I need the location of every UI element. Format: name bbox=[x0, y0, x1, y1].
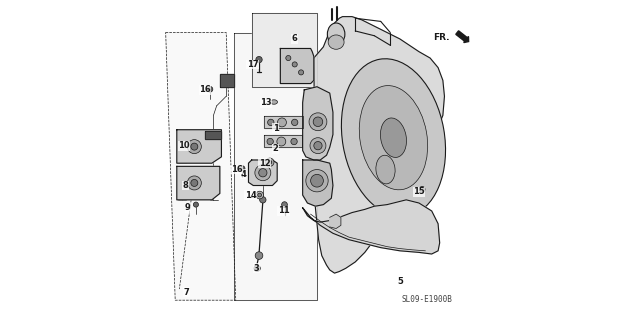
Circle shape bbox=[278, 118, 287, 127]
Circle shape bbox=[291, 138, 297, 145]
Polygon shape bbox=[220, 74, 234, 87]
Polygon shape bbox=[264, 135, 302, 147]
Text: 16: 16 bbox=[231, 165, 243, 174]
Text: 12: 12 bbox=[259, 159, 270, 168]
Circle shape bbox=[260, 197, 266, 203]
Text: 9: 9 bbox=[185, 203, 191, 212]
Circle shape bbox=[267, 138, 273, 145]
Text: 4: 4 bbox=[240, 170, 246, 179]
Polygon shape bbox=[234, 33, 317, 300]
Circle shape bbox=[187, 140, 202, 154]
Circle shape bbox=[256, 191, 264, 199]
Text: 15: 15 bbox=[413, 188, 425, 196]
Circle shape bbox=[256, 56, 262, 63]
Circle shape bbox=[277, 137, 286, 146]
Circle shape bbox=[255, 165, 271, 181]
Polygon shape bbox=[205, 131, 221, 139]
Polygon shape bbox=[249, 160, 277, 186]
Circle shape bbox=[419, 187, 425, 192]
Ellipse shape bbox=[327, 23, 345, 45]
Circle shape bbox=[268, 160, 272, 164]
Polygon shape bbox=[302, 200, 439, 254]
Circle shape bbox=[187, 176, 202, 190]
FancyArrow shape bbox=[456, 31, 469, 43]
Text: 8: 8 bbox=[183, 181, 188, 190]
Circle shape bbox=[292, 62, 297, 67]
Circle shape bbox=[268, 119, 274, 125]
Circle shape bbox=[306, 170, 328, 192]
Text: 13: 13 bbox=[260, 98, 272, 107]
Ellipse shape bbox=[328, 35, 344, 49]
Text: 16: 16 bbox=[199, 85, 210, 94]
Text: 2: 2 bbox=[273, 144, 278, 153]
Ellipse shape bbox=[376, 155, 395, 184]
Circle shape bbox=[310, 138, 326, 154]
Circle shape bbox=[292, 119, 298, 125]
Text: 1: 1 bbox=[273, 124, 278, 132]
Polygon shape bbox=[302, 87, 333, 160]
Circle shape bbox=[256, 252, 263, 260]
Circle shape bbox=[281, 202, 287, 207]
Text: 11: 11 bbox=[278, 206, 289, 215]
Text: 7: 7 bbox=[183, 288, 189, 297]
Circle shape bbox=[313, 117, 323, 126]
Text: 5: 5 bbox=[397, 276, 403, 285]
Circle shape bbox=[191, 180, 198, 187]
Polygon shape bbox=[330, 214, 341, 228]
Text: 3: 3 bbox=[254, 264, 259, 273]
Circle shape bbox=[193, 202, 198, 207]
Text: 17: 17 bbox=[247, 60, 259, 69]
Polygon shape bbox=[177, 130, 221, 163]
Text: 14: 14 bbox=[245, 190, 257, 200]
Circle shape bbox=[239, 166, 245, 172]
Circle shape bbox=[309, 113, 327, 131]
Text: 10: 10 bbox=[178, 141, 190, 150]
Circle shape bbox=[314, 141, 322, 150]
Text: SL09-E1900B: SL09-E1900B bbox=[401, 295, 452, 304]
Polygon shape bbox=[177, 166, 220, 200]
Polygon shape bbox=[302, 160, 333, 206]
Polygon shape bbox=[264, 116, 302, 128]
Polygon shape bbox=[280, 49, 314, 84]
Circle shape bbox=[311, 174, 323, 187]
Circle shape bbox=[266, 158, 274, 166]
Circle shape bbox=[207, 86, 213, 92]
Polygon shape bbox=[165, 33, 236, 300]
Circle shape bbox=[299, 70, 304, 75]
Ellipse shape bbox=[380, 118, 406, 157]
Circle shape bbox=[259, 169, 267, 177]
Circle shape bbox=[254, 265, 261, 271]
Circle shape bbox=[258, 193, 262, 197]
Ellipse shape bbox=[341, 59, 446, 217]
Circle shape bbox=[191, 143, 198, 150]
Ellipse shape bbox=[271, 100, 278, 104]
Ellipse shape bbox=[359, 86, 428, 190]
Circle shape bbox=[286, 55, 291, 60]
Polygon shape bbox=[252, 13, 317, 87]
Polygon shape bbox=[314, 17, 444, 273]
Text: 6: 6 bbox=[292, 35, 297, 44]
Text: FR.: FR. bbox=[433, 33, 450, 42]
